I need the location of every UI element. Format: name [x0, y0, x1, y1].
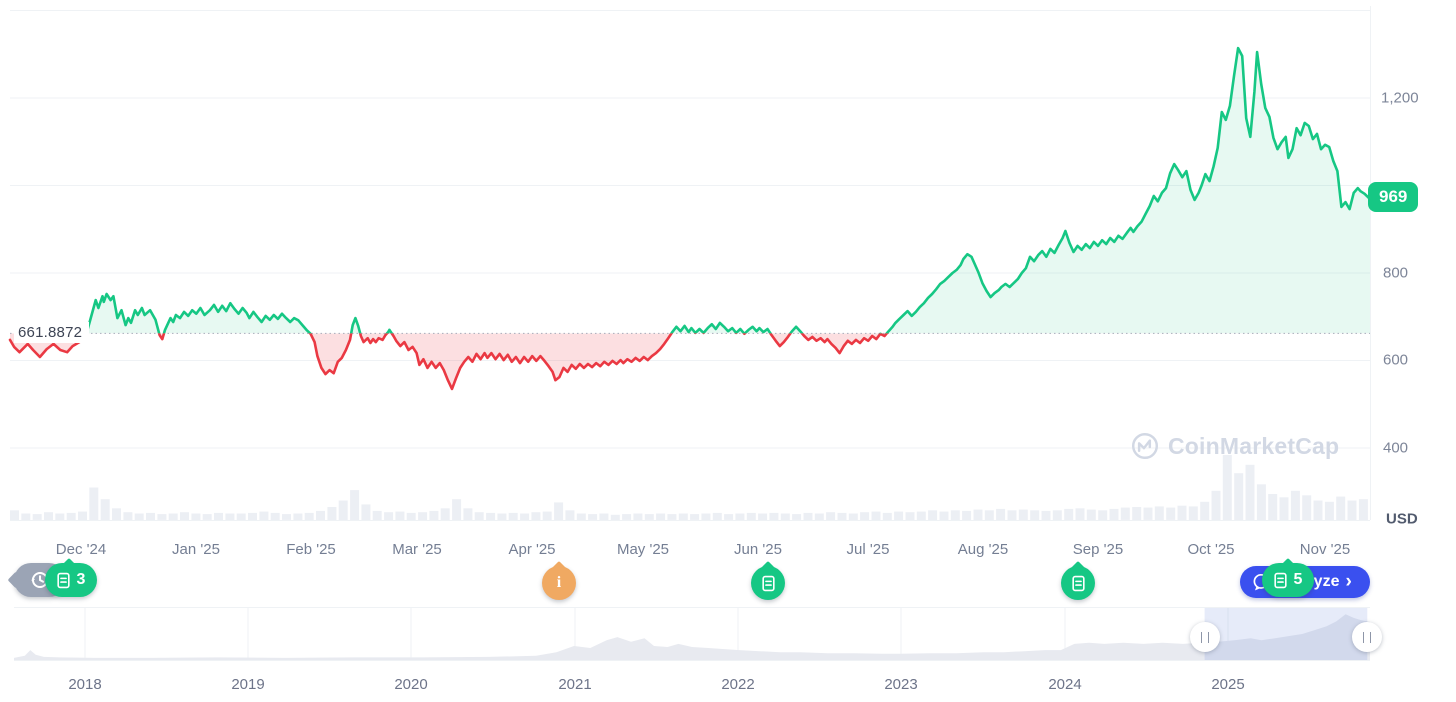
x-tick-may25: May '25	[616, 541, 670, 558]
document-icon	[1272, 572, 1289, 589]
news-marker-jun[interactable]	[751, 560, 785, 600]
y-gridlines	[10, 6, 1371, 521]
info-marker-apr[interactable]: i	[542, 560, 576, 600]
news-count: 3	[76, 571, 86, 588]
coinmarketcap-watermark: CoinMarketCap	[1130, 431, 1339, 461]
grip-icon	[1363, 631, 1372, 643]
y-axis-unit: USD	[1386, 510, 1418, 528]
x-tick-mar25: Mar '25	[392, 541, 442, 558]
x-tick-jul25: Jul '25	[846, 541, 890, 558]
navigator-selected-range[interactable]	[1204, 608, 1368, 660]
x-tick-apr25: Apr '25	[508, 541, 556, 558]
price-area-above-baseline	[85, 48, 1370, 334]
baseline-price-label: 661.8872	[14, 322, 90, 343]
nav-year-2023: 2023	[884, 676, 918, 693]
grip-icon	[1200, 631, 1209, 643]
x-tick-feb25: Feb '25	[286, 541, 336, 558]
x-tick-dec24: Dec '24	[55, 541, 107, 558]
volume-bars	[10, 455, 1368, 521]
navigator[interactable]	[14, 607, 1370, 661]
news-marker-nov[interactable]: 5	[1262, 557, 1314, 597]
x-tick-nov25: Nov '25	[1299, 541, 1351, 558]
nav-year-2025: 2025	[1211, 676, 1245, 693]
nav-year-2022: 2022	[721, 676, 755, 693]
x-tick-oct25: Oct '25	[1187, 541, 1235, 558]
nav-year-2021: 2021	[558, 676, 592, 693]
chevron-right-icon: ›	[1345, 570, 1352, 592]
x-tick-jun25: Jun '25	[734, 541, 782, 558]
navigator-right-handle[interactable]	[1352, 622, 1383, 652]
nav-year-2024: 2024	[1048, 676, 1082, 693]
y-tick-800: 800	[1383, 264, 1409, 282]
x-tick-jan25: Jan '25	[172, 541, 220, 558]
nav-year-2019: 2019	[231, 676, 265, 693]
x-tick-sep25: Sep '25	[1072, 541, 1124, 558]
nav-year-2018: 2018	[68, 676, 102, 693]
watermark-text: CoinMarketCap	[1168, 432, 1340, 459]
y-tick-400: 400	[1383, 439, 1409, 457]
x-tick-aug25: Aug '25	[957, 541, 1009, 558]
coinmarketcap-logo-icon	[1131, 432, 1159, 460]
document-icon	[760, 575, 777, 592]
document-icon	[1070, 575, 1087, 592]
current-price-badge: 969	[1368, 182, 1419, 213]
navigator-history-area	[14, 614, 1370, 660]
info-icon: i	[556, 574, 562, 591]
y-tick-1200: 1,200	[1381, 89, 1419, 107]
y-tick-600: 600	[1383, 351, 1409, 369]
document-icon	[55, 572, 72, 589]
nav-year-2020: 2020	[394, 676, 428, 693]
news-marker-sep[interactable]	[1061, 560, 1095, 600]
news-count: 5	[1293, 571, 1303, 588]
navigator-left-handle[interactable]	[1189, 622, 1220, 652]
price-line-green	[84, 46, 1372, 334]
news-marker-dec[interactable]: 3	[45, 557, 97, 597]
